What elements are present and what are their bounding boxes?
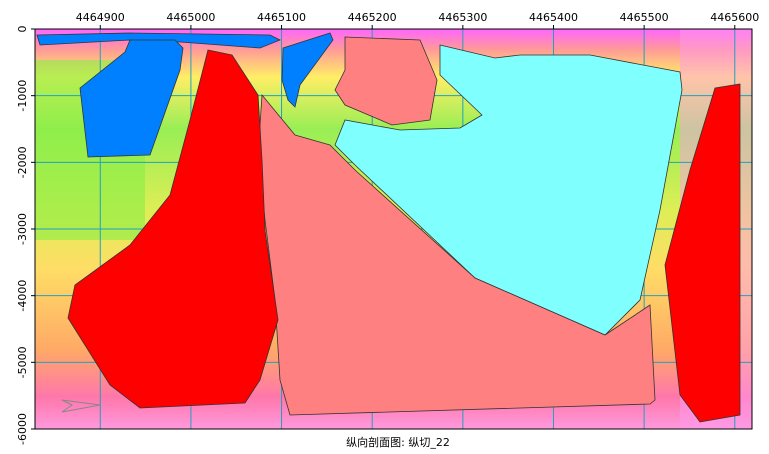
y-tick-label: -3000 — [16, 213, 29, 245]
region — [67, 49, 279, 409]
y-tick-label: -5000 — [16, 346, 29, 378]
x-tick-label: 4465300 — [438, 11, 487, 24]
y-tick-label: -4000 — [16, 280, 29, 312]
region — [664, 83, 741, 423]
region — [281, 32, 334, 108]
y-tick-label: 0 — [16, 26, 29, 33]
x-tick-label: 4465200 — [348, 11, 397, 24]
y-tick-label: -6000 — [16, 413, 29, 445]
x-tick-label: 4465400 — [529, 11, 578, 24]
north-arrow — [61, 399, 101, 413]
y-tick-label: -1000 — [16, 80, 29, 112]
y-tick-label: -2000 — [16, 146, 29, 178]
region — [334, 36, 438, 126]
x-tick-label: 4465500 — [620, 11, 669, 24]
caption: 纵向剖面图: 纵切_22 — [346, 435, 450, 449]
regions — [36, 32, 741, 423]
x-tick-label: 4465000 — [166, 11, 215, 24]
x-tick-label: 4464900 — [76, 11, 125, 24]
region — [79, 39, 184, 158]
region — [257, 93, 656, 416]
x-tick-label: 4465600 — [710, 11, 759, 24]
x-tick-label: 4465100 — [257, 11, 306, 24]
